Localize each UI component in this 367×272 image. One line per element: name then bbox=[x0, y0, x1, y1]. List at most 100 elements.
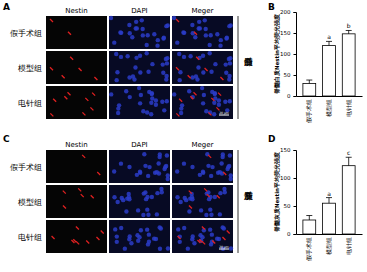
nucleus bbox=[135, 233, 139, 237]
nucleus bbox=[190, 237, 194, 241]
nucleus bbox=[124, 209, 128, 213]
side-label: 脊髓灰质 bbox=[245, 191, 254, 201]
nestin-signal bbox=[217, 195, 220, 198]
nucleus bbox=[127, 23, 131, 27]
tick: 0 bbox=[287, 93, 296, 99]
error-stem bbox=[329, 41, 330, 45]
nucleus bbox=[156, 161, 160, 165]
tick-label: 假手术组 bbox=[305, 237, 312, 261]
nucleus bbox=[212, 101, 216, 105]
nucleus bbox=[144, 43, 148, 47]
nestin-signal bbox=[204, 188, 207, 191]
nucleus bbox=[109, 92, 113, 96]
nucleus bbox=[134, 26, 138, 30]
nucleus bbox=[109, 16, 113, 20]
tick: 电针组 bbox=[345, 234, 352, 255]
error-bar bbox=[306, 216, 312, 220]
nucleus bbox=[130, 35, 134, 39]
nestin-signal bbox=[223, 172, 226, 175]
nucleus bbox=[215, 32, 219, 36]
y-axis-title: 脊髓白质Nestin平均荧光强度 bbox=[273, 14, 281, 94]
y-axis: 050100150200 bbox=[280, 9, 297, 99]
nucleus bbox=[119, 161, 123, 165]
figure: ABCDNestinDAPIMeger假手术组模型组电针组20 μm脊髓白质Ne… bbox=[0, 0, 367, 272]
nucleus bbox=[224, 36, 228, 40]
bar bbox=[342, 166, 355, 234]
nucleus bbox=[215, 236, 219, 240]
nucleus bbox=[115, 234, 119, 238]
tick-mark bbox=[294, 96, 297, 97]
nestin-signal bbox=[179, 99, 182, 102]
nucleus bbox=[138, 70, 142, 74]
x-axis: 假手术组模型组电针组 bbox=[297, 96, 363, 123]
tick-label: 电针组 bbox=[345, 237, 352, 255]
nucleus bbox=[149, 112, 153, 116]
nucleus bbox=[152, 236, 156, 240]
nucleus bbox=[220, 225, 224, 229]
nestin-signal bbox=[193, 92, 196, 95]
tick-label: 100 bbox=[280, 51, 291, 57]
tick-mark bbox=[294, 33, 297, 34]
nucleus bbox=[140, 18, 144, 22]
nucleus bbox=[155, 191, 159, 195]
plot-area bbox=[303, 157, 355, 234]
nucleus bbox=[181, 30, 185, 34]
tick: 模型组 bbox=[325, 96, 332, 117]
nucleus bbox=[229, 246, 233, 250]
nucleus bbox=[229, 23, 233, 27]
panel-label: C bbox=[3, 134, 10, 144]
nucleus bbox=[112, 40, 116, 44]
nucleus bbox=[209, 70, 213, 74]
nestin-signal bbox=[208, 112, 211, 115]
micrograph bbox=[109, 150, 170, 183]
nucleus bbox=[196, 65, 200, 69]
error-cap bbox=[306, 80, 312, 81]
nucleus bbox=[164, 164, 168, 168]
nestin-signal bbox=[50, 19, 53, 22]
nucleus bbox=[127, 192, 131, 196]
nucleus bbox=[224, 62, 228, 66]
nucleus bbox=[228, 99, 232, 103]
nucleus bbox=[175, 40, 179, 44]
nestin-signal bbox=[197, 240, 200, 243]
y-axis: 050100150 bbox=[280, 147, 297, 237]
nestin-signal bbox=[63, 191, 66, 194]
tick: 电针组 bbox=[345, 96, 352, 117]
nucleus bbox=[140, 27, 144, 31]
nestin-signal bbox=[81, 194, 84, 197]
nucleus bbox=[227, 164, 231, 168]
nestin-signal bbox=[82, 112, 85, 115]
nucleus bbox=[146, 174, 150, 178]
nucleus bbox=[182, 55, 186, 59]
nucleus bbox=[218, 43, 222, 47]
error-stem bbox=[309, 216, 310, 220]
panel-label: D bbox=[268, 134, 275, 144]
nucleus bbox=[119, 226, 123, 230]
nucleus bbox=[150, 195, 154, 199]
nestin-signal bbox=[101, 231, 104, 234]
nucleus bbox=[132, 77, 136, 81]
nestin-signal bbox=[92, 93, 95, 96]
nucleus bbox=[175, 195, 179, 199]
tick-label: 200 bbox=[280, 9, 291, 15]
micrograph bbox=[109, 51, 170, 84]
nucleus bbox=[123, 246, 127, 250]
nestin-signal bbox=[78, 188, 81, 191]
nucleus bbox=[207, 51, 211, 55]
nestin-signal bbox=[178, 236, 181, 239]
nucleus bbox=[192, 241, 196, 245]
nucleus bbox=[182, 226, 186, 230]
micrograph bbox=[46, 86, 107, 119]
nucleus bbox=[178, 240, 182, 244]
nucleus bbox=[176, 227, 180, 231]
nucleus bbox=[187, 89, 191, 93]
tick: 100 bbox=[280, 51, 296, 57]
nucleus bbox=[186, 246, 190, 250]
nestin-signal bbox=[218, 93, 221, 96]
nucleus bbox=[129, 241, 133, 245]
nucleus bbox=[152, 32, 156, 36]
significance-label: a bbox=[327, 33, 331, 40]
nucleus bbox=[204, 213, 208, 217]
error-cap bbox=[346, 30, 352, 31]
nucleus bbox=[210, 165, 214, 169]
